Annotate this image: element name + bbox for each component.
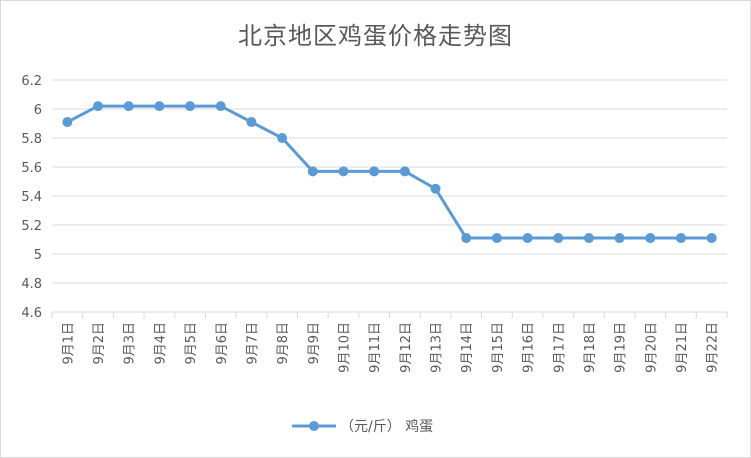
x-tick-label: 9月11日 bbox=[368, 322, 383, 373]
data-point bbox=[246, 117, 257, 128]
x-tick-label: 9月15日 bbox=[491, 322, 506, 373]
y-tick-label: 5.6 bbox=[21, 161, 42, 176]
data-point bbox=[706, 233, 717, 244]
x-tick-label: 9月2日 bbox=[92, 322, 107, 365]
x-tick-label: 9月9日 bbox=[307, 322, 322, 365]
data-point bbox=[62, 117, 73, 128]
x-tick-label: 9月13日 bbox=[430, 322, 445, 373]
legend-marker-swatch bbox=[309, 421, 319, 431]
x-axis-ticks: 9月1日 9月2日 9月3日 9月4日 9月5日 9月6日 9月7日 9月8日 9月9日 9月10… bbox=[51, 312, 728, 373]
data-point bbox=[553, 233, 564, 244]
y-tick-label: 6.2 bbox=[21, 74, 42, 89]
data-point bbox=[369, 166, 380, 177]
x-tick-label: 9月3日 bbox=[123, 322, 138, 365]
data-point bbox=[675, 233, 686, 244]
data-point bbox=[185, 101, 196, 112]
x-tick-label: 9月4日 bbox=[153, 322, 168, 365]
data-point bbox=[645, 233, 656, 244]
data-point bbox=[491, 233, 502, 244]
legend-label: （元/斤） 鸡蛋 bbox=[340, 418, 433, 435]
x-tick-label: 9月17日 bbox=[552, 322, 567, 373]
series-line bbox=[66, 104, 712, 240]
x-tick-label: 9月7日 bbox=[245, 322, 260, 365]
y-tick-label: 5.4 bbox=[21, 190, 42, 205]
x-tick-label: 9月19日 bbox=[614, 322, 629, 373]
data-point bbox=[614, 233, 625, 244]
x-tick-label: 9月5日 bbox=[184, 322, 199, 365]
data-point bbox=[399, 166, 410, 177]
x-tick-label: 9月21日 bbox=[675, 322, 690, 373]
data-point bbox=[461, 233, 472, 244]
x-tick-label: 9月6日 bbox=[215, 322, 230, 365]
x-tick-label: 9月12日 bbox=[399, 322, 414, 373]
x-tick-label: 9月16日 bbox=[522, 322, 537, 373]
x-tick-label: 9月18日 bbox=[583, 322, 598, 373]
y-tick-label: 5.8 bbox=[21, 132, 42, 147]
data-point bbox=[277, 133, 288, 143]
x-tick-label: 9月10日 bbox=[337, 322, 352, 373]
y-tick-label: 4.8 bbox=[21, 277, 42, 292]
x-tick-label: 9月1日 bbox=[61, 322, 76, 365]
data-point bbox=[215, 101, 226, 112]
data-point bbox=[430, 183, 441, 194]
data-point bbox=[123, 101, 134, 112]
data-point bbox=[583, 233, 594, 244]
y-tick-label: 5 bbox=[34, 248, 42, 263]
data-point bbox=[522, 233, 533, 244]
chart-title: 北京地区鸡蛋价格走势图 bbox=[238, 22, 513, 50]
y-tick-label: 6 bbox=[34, 103, 42, 118]
series-group bbox=[62, 101, 717, 244]
data-point bbox=[307, 166, 318, 177]
y-axis-ticks: 4.6 4.8 5 5.2 5.4 5.6 5.8 6 6.2 bbox=[21, 74, 42, 321]
x-tick-label: 9月20日 bbox=[644, 322, 659, 373]
x-tick-label: 9月14日 bbox=[460, 322, 475, 373]
x-tick-label: 9月22日 bbox=[706, 322, 721, 373]
data-point bbox=[338, 166, 349, 177]
x-tick-label: 9月8日 bbox=[276, 322, 291, 365]
gridlines bbox=[52, 79, 727, 313]
data-point bbox=[93, 101, 104, 112]
y-tick-label: 4.6 bbox=[21, 306, 42, 321]
data-point bbox=[154, 101, 165, 112]
legend: （元/斤） 鸡蛋 bbox=[292, 418, 433, 435]
y-tick-label: 5.2 bbox=[21, 219, 42, 234]
